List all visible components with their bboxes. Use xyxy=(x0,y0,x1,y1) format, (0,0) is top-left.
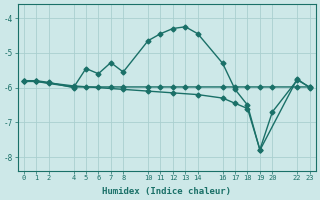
X-axis label: Humidex (Indice chaleur): Humidex (Indice chaleur) xyxy=(102,187,231,196)
